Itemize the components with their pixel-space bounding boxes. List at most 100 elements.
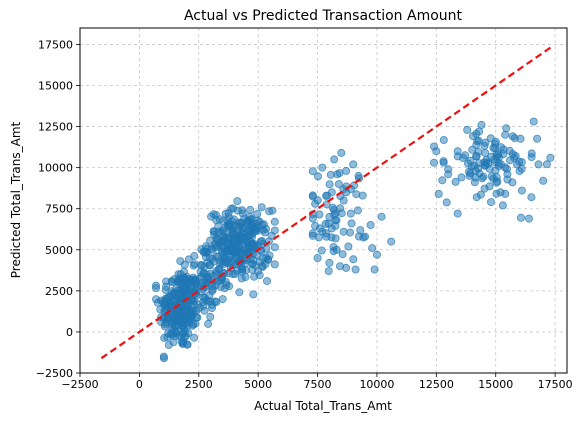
data-point (326, 170, 335, 179)
data-point (323, 191, 332, 200)
data-point (233, 197, 242, 206)
data-point (463, 159, 472, 168)
data-point (453, 209, 462, 218)
data-point (246, 205, 255, 214)
data-point (334, 180, 343, 189)
data-point (349, 160, 358, 169)
data-point (489, 143, 498, 152)
data-point (178, 322, 187, 331)
data-point (539, 176, 548, 185)
data-point (189, 261, 198, 270)
data-point (315, 224, 324, 233)
y-axis-ticks: −2500 0 2500 5000 7500 10000 12500 15000 17500 (36, 38, 80, 380)
data-point (339, 196, 348, 205)
data-point (534, 160, 543, 169)
data-point (349, 255, 358, 264)
data-point (237, 274, 246, 283)
data-point (258, 254, 267, 263)
data-point (472, 193, 481, 202)
data-point (234, 234, 243, 243)
data-point (321, 219, 330, 228)
y-tick-label: 7500 (45, 203, 73, 216)
data-point (318, 163, 327, 172)
data-point (527, 149, 536, 158)
data-point (227, 204, 236, 213)
data-point (372, 250, 381, 259)
data-point (501, 189, 510, 198)
x-tick-label: 17500 (538, 378, 573, 391)
data-point (156, 317, 165, 326)
data-point (233, 266, 242, 275)
data-point (480, 184, 489, 193)
data-point (351, 265, 360, 274)
x-tick-label: −2500 (61, 378, 98, 391)
data-point (176, 270, 185, 279)
data-point (190, 333, 199, 342)
data-point (219, 250, 228, 259)
data-point (434, 189, 443, 198)
data-point (337, 148, 346, 157)
data-point (527, 193, 536, 202)
data-point (470, 178, 479, 187)
data-point (498, 201, 507, 210)
data-point (332, 216, 341, 225)
data-point (347, 219, 356, 228)
data-point (529, 117, 538, 126)
data-point (324, 267, 333, 276)
data-point (510, 153, 519, 162)
data-point (185, 274, 194, 283)
data-point (161, 285, 170, 294)
data-point (330, 155, 339, 164)
data-point (439, 157, 448, 166)
data-point (502, 124, 511, 133)
y-tick-label: 0 (66, 326, 73, 339)
data-point (311, 199, 320, 208)
data-point (253, 209, 262, 218)
data-point (265, 251, 274, 260)
data-point (358, 191, 367, 200)
data-point (151, 284, 160, 293)
data-point (242, 236, 251, 245)
data-point (432, 147, 441, 156)
data-point (468, 132, 477, 141)
data-point (366, 220, 375, 229)
data-point (482, 158, 491, 167)
data-point (463, 125, 472, 134)
data-point (387, 237, 396, 246)
data-point (339, 227, 348, 236)
data-point (222, 258, 231, 267)
data-point (260, 228, 269, 237)
data-point (190, 251, 199, 260)
data-point (494, 150, 503, 159)
data-point (342, 263, 351, 272)
data-point (177, 332, 186, 341)
data-point (492, 189, 501, 198)
data-point (475, 127, 484, 136)
data-point (346, 209, 355, 218)
data-point (439, 135, 448, 144)
data-point (159, 352, 168, 361)
data-point (308, 167, 317, 176)
data-point (542, 160, 551, 169)
y-tick-label: 12500 (38, 121, 73, 134)
data-point (525, 214, 534, 223)
y-tick-label: 5000 (45, 244, 73, 257)
data-points (151, 117, 555, 363)
data-point (354, 171, 363, 180)
data-point (321, 229, 330, 238)
data-point (317, 246, 326, 255)
data-point (517, 186, 526, 195)
data-point (235, 288, 244, 297)
data-point (361, 232, 370, 241)
data-point (451, 177, 460, 186)
data-point (444, 170, 453, 179)
x-tick-label: 15000 (478, 378, 513, 391)
data-point (508, 178, 517, 187)
data-point (457, 173, 466, 182)
data-point (342, 166, 351, 175)
data-point (214, 227, 223, 236)
data-point (308, 214, 317, 223)
data-point (209, 271, 218, 280)
y-tick-label: −2500 (36, 367, 73, 380)
